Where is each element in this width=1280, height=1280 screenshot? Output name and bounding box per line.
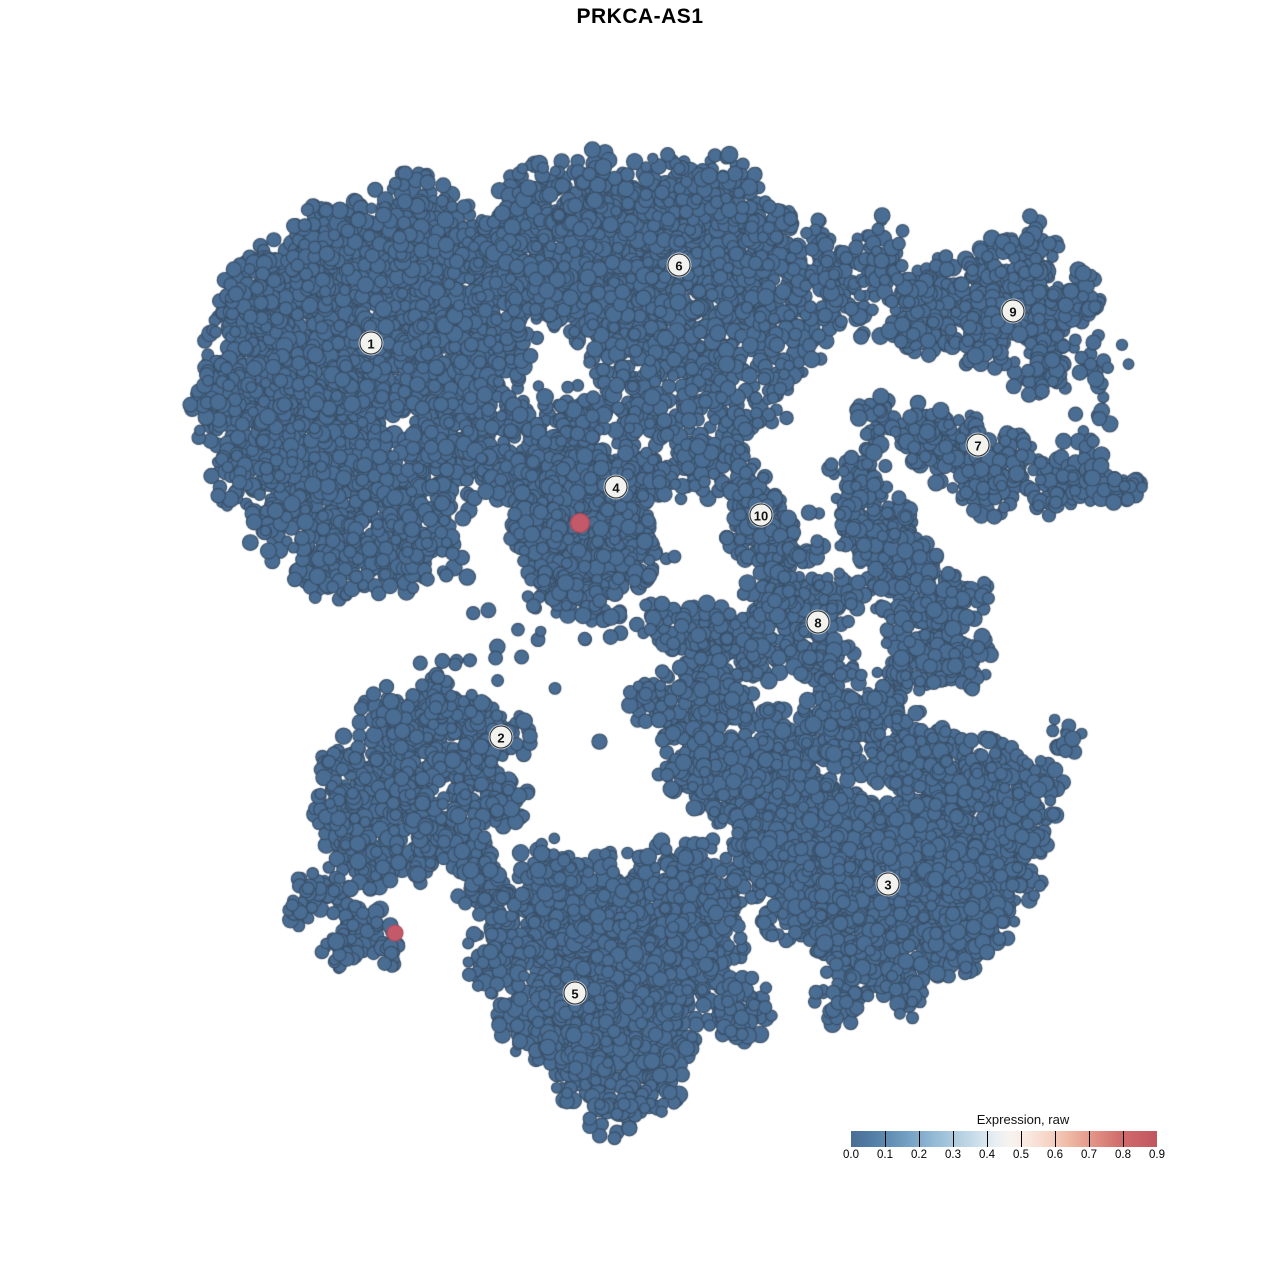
legend-tick-line	[1021, 1131, 1022, 1147]
legend-tick-line	[918, 1131, 920, 1147]
legend-tick-labels: 0.0 0.1 0.2 0.3 0.4 0.5 0.6 0.7 0.8 0.9	[843, 1149, 1165, 1165]
legend-tick-label: 0.2	[910, 1149, 927, 1161]
legend-tick-label: 0.9	[1149, 1149, 1165, 1161]
legend-title: Expression, raw	[976, 1112, 1070, 1127]
legend-tick-label: 0.6	[1047, 1149, 1063, 1161]
legend-tick-label: 0.1	[876, 1149, 893, 1161]
legend-tick-line	[884, 1131, 886, 1147]
legend-tick-line	[1089, 1131, 1090, 1147]
legend-tick-line	[953, 1131, 954, 1147]
legend-tick-line	[986, 1131, 988, 1147]
expression-legend: Expression, raw 0.0 0.1 0.2 0.3 0.4 0.5 0.6 0.7…	[843, 1112, 1165, 1165]
legend-tick-label: 0.4	[978, 1149, 995, 1161]
legend-tick-label: 0.0	[843, 1149, 859, 1161]
legend-tick-label: 0.7	[1081, 1149, 1097, 1161]
legend-tick-label: 0.3	[945, 1149, 961, 1161]
legend-tick-line	[1055, 1131, 1056, 1147]
legend-tick-line	[1122, 1131, 1124, 1147]
legend-tick-label: 0.8	[1114, 1149, 1131, 1161]
legend-gradient-bar	[851, 1131, 1157, 1147]
legend-tick-label: 0.5	[1013, 1149, 1029, 1161]
